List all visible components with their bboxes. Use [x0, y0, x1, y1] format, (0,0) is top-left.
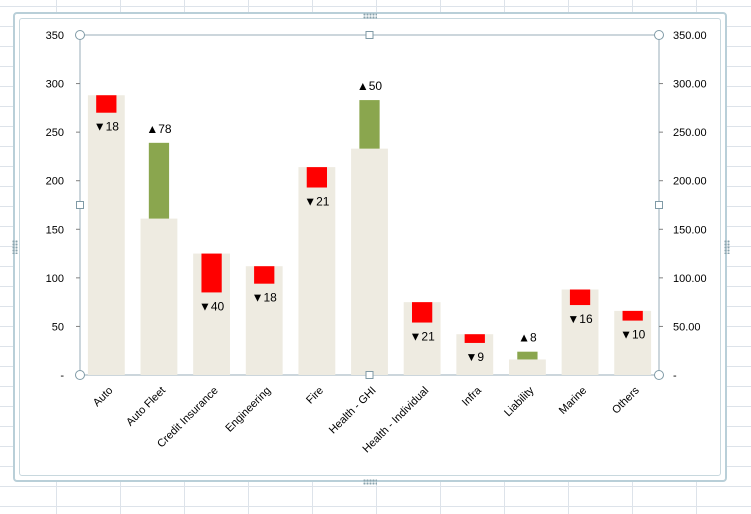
x-category-label: Auto	[91, 385, 115, 409]
increase-bar	[517, 351, 538, 360]
y-right-tick-label: 150.00	[673, 224, 707, 236]
side-handle	[655, 201, 663, 209]
x-category-label: Auto Fleet	[124, 385, 168, 429]
change-data-label: ▼21	[304, 195, 330, 209]
y-left-tick-label: 100	[46, 273, 64, 285]
change-data-label: ▲50	[357, 79, 383, 93]
base-bar	[351, 148, 388, 375]
change-data-label: ▲8	[518, 331, 537, 345]
change-data-label: ▼9	[465, 350, 484, 364]
decrease-bar	[464, 334, 485, 343]
y-left-tick-label: 250	[46, 127, 64, 139]
decrease-bar	[622, 310, 643, 321]
base-bar	[298, 167, 336, 375]
change-data-label: ▼18	[252, 291, 278, 305]
decrease-bar	[201, 253, 222, 293]
increase-bar	[359, 100, 380, 149]
y-right-tick-label: 200.00	[673, 176, 707, 188]
y-right-tick-label: 50.00	[673, 321, 701, 333]
chart-left-resize-handle[interactable]	[12, 240, 18, 254]
decrease-bar	[412, 302, 433, 323]
corner-handle	[654, 370, 664, 380]
chart-right-resize-handle[interactable]	[724, 240, 730, 254]
x-category-label: Liability	[502, 384, 537, 419]
x-category-label: Health - GHI	[327, 385, 379, 437]
y-left-tick-label: 150	[46, 224, 64, 236]
y-right-tick-label: 350.00	[673, 30, 707, 42]
chart-top-resize-handle[interactable]	[363, 13, 377, 19]
side-handle	[365, 371, 374, 379]
change-data-label: ▼18	[94, 120, 120, 134]
change-data-label: ▼16	[567, 312, 593, 326]
y-left-tick-label: 300	[46, 79, 64, 91]
decrease-bar	[306, 167, 327, 188]
change-data-label: ▼40	[199, 299, 225, 313]
chart-bottom-resize-handle[interactable]	[363, 479, 377, 485]
corner-handle	[75, 30, 85, 40]
increase-bar	[148, 142, 170, 219]
y-left-tick-label: 200	[46, 176, 64, 188]
side-handle	[365, 31, 374, 39]
y-axis-left: - 50 100 150 200 250 300 350	[46, 30, 80, 382]
corner-handle	[75, 370, 85, 380]
y-left-tick-label: -	[60, 370, 64, 382]
y-left-tick-label: 350	[46, 30, 64, 42]
base-bar	[614, 310, 652, 375]
y-axis-right: - 50.00 100.00 150.00 200.00 250.00 300.00 350.…	[659, 30, 707, 382]
base-bar	[87, 95, 125, 375]
decrease-bar	[569, 289, 591, 306]
y-left-tick-label: 50	[52, 321, 64, 333]
x-category-label: Others	[610, 384, 642, 416]
decrease-bar	[254, 266, 275, 284]
x-category-label: Engineering	[223, 385, 273, 435]
x-category-label: Infra	[460, 384, 485, 409]
base-bar	[245, 266, 283, 375]
base-bar	[508, 359, 546, 375]
corner-handle	[654, 30, 664, 40]
y-right-tick-label: 300.00	[673, 79, 707, 91]
side-handle	[76, 201, 84, 209]
base-bar	[140, 218, 178, 375]
change-data-label: ▼10	[620, 328, 646, 342]
bars	[87, 95, 652, 375]
plot-area-selection-handles	[75, 30, 664, 380]
y-right-tick-label: -	[673, 370, 677, 382]
decrease-bar	[96, 95, 117, 113]
y-right-tick-label: 250.00	[673, 127, 707, 139]
x-category-label: Marine	[557, 385, 589, 417]
change-data-label: ▲78	[146, 122, 172, 136]
data-labels: ▼18 ▲78 ▼40 ▼18 ▼21 ▲50 ▼21 ▼9 ▲8 ▼16 ▼10	[94, 79, 646, 364]
x-category-label: Fire	[304, 385, 326, 407]
y-right-tick-label: 100.00	[673, 273, 707, 285]
change-data-label: ▼21	[410, 330, 436, 344]
